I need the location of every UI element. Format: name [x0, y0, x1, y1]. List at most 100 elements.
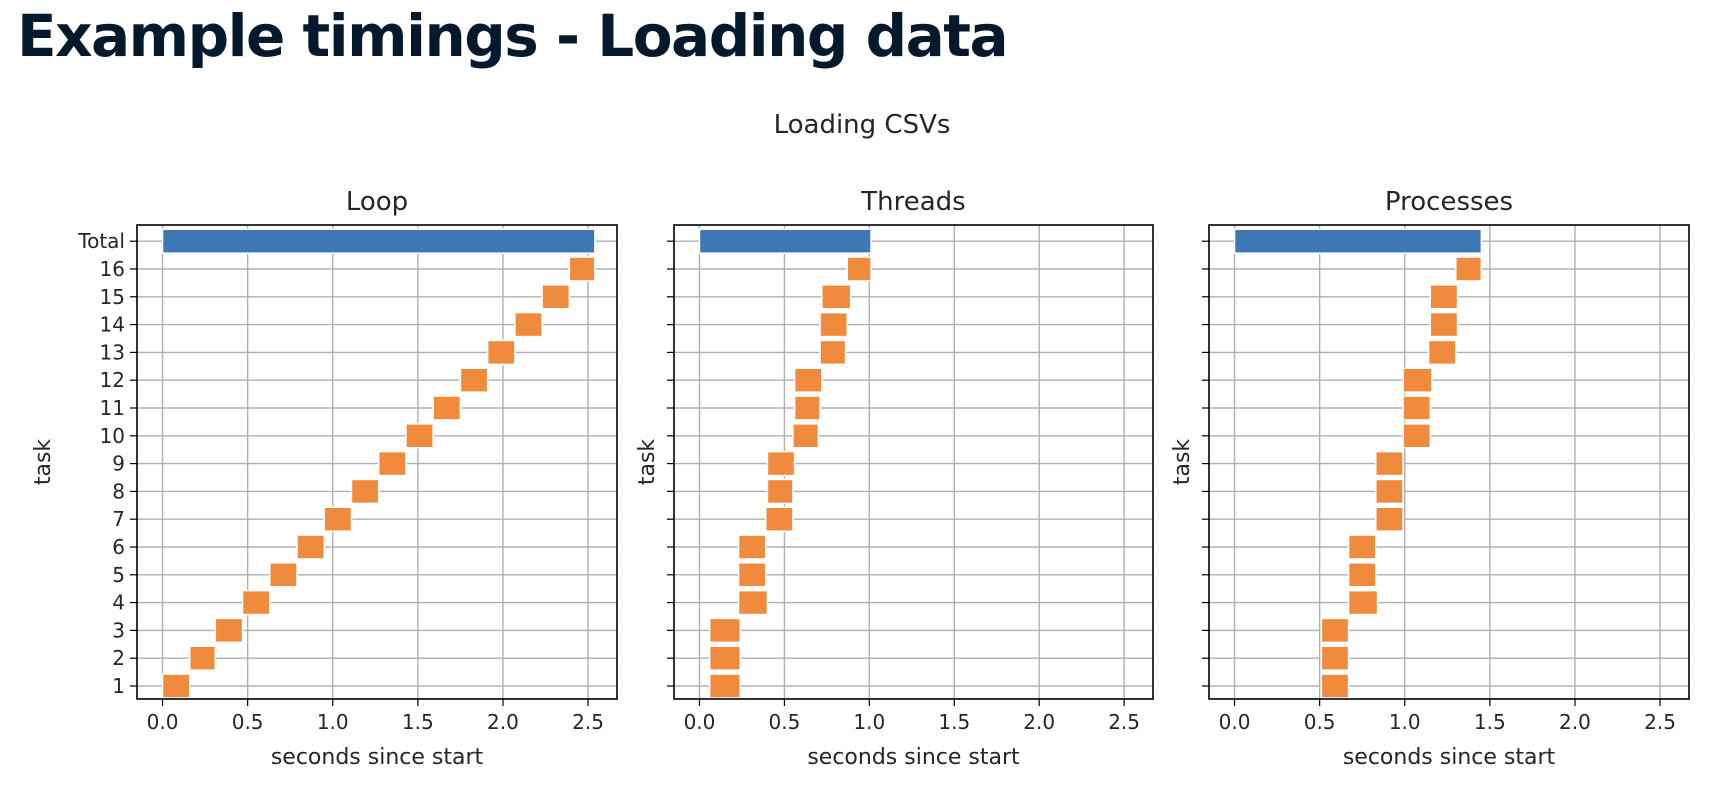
task-bar-8 — [1375, 478, 1404, 505]
x-axis-label: seconds since start — [1343, 745, 1556, 770]
x-tick-label: 0.0 — [684, 710, 716, 734]
y-tick-label: 13 — [100, 340, 125, 364]
panel-title: Threads — [860, 187, 965, 217]
x-tick-label: 1.0 — [317, 710, 349, 734]
x-tick-label: 2.0 — [487, 710, 519, 734]
y-tick-label: 7 — [112, 507, 125, 531]
y-axis-label: task — [635, 439, 660, 486]
y-tick-label: 14 — [100, 313, 125, 337]
task-bar-9 — [377, 450, 407, 477]
task-bar-8 — [350, 478, 380, 505]
task-bar-13 — [819, 339, 847, 366]
y-tick-label: 4 — [112, 591, 125, 615]
task-bar-2 — [189, 645, 217, 671]
x-axis-label: seconds since start — [271, 745, 484, 770]
task-bar-13 — [486, 339, 516, 366]
x-tick-label: 1.0 — [1389, 710, 1421, 734]
task-bar-9 — [766, 450, 796, 477]
task-bar-14 — [514, 311, 543, 338]
y-tick-label: 3 — [112, 618, 125, 642]
axes-frame — [136, 224, 618, 700]
x-tick-label: 2.5 — [572, 710, 604, 734]
axes-frame — [673, 224, 1154, 700]
task-bar-11 — [793, 395, 821, 421]
task-bar-14 — [819, 311, 849, 338]
y-tick-label: 9 — [112, 452, 125, 476]
task-bar-12 — [459, 367, 489, 393]
x-tick-label: 2.0 — [1559, 710, 1591, 734]
task-bar-5 — [737, 562, 767, 588]
panel-processes: Processes 0.0 0.5 1.0 1.5 2.0 2.5 seconds since… — [1170, 187, 1690, 770]
y-tick-label: 12 — [100, 368, 125, 392]
y-tick-label: 15 — [100, 285, 125, 309]
task-bar-4 — [737, 589, 769, 616]
x-tick-label: 2.0 — [1023, 710, 1055, 734]
task-bar-14 — [1429, 311, 1459, 338]
task-bar-3 — [1320, 617, 1350, 644]
task-bar-8 — [766, 478, 794, 505]
task-bar-12 — [793, 367, 823, 393]
task-bar-7 — [1375, 506, 1404, 532]
task-bar-3 — [214, 617, 244, 644]
total-bar — [1233, 228, 1483, 254]
task-bar-15 — [1429, 284, 1459, 310]
task-bar-1 — [161, 673, 191, 699]
y-tick-label: 6 — [112, 535, 125, 559]
task-bar-7 — [764, 506, 794, 532]
x-axis-label: seconds since start — [807, 745, 1020, 770]
task-bar-2 — [708, 645, 741, 671]
x-tick-label: 1.0 — [853, 710, 885, 734]
y-tick-label: 8 — [112, 479, 125, 503]
task-bar-2 — [1320, 645, 1350, 671]
axes-frame — [1208, 224, 1690, 700]
x-tick-label: 0.5 — [232, 710, 264, 734]
y-tick-label: Total — [77, 229, 125, 253]
y-tick-label: 5 — [112, 563, 125, 587]
task-bar-16 — [1455, 256, 1483, 282]
task-bar-11 — [432, 395, 462, 421]
y-tick-label: 10 — [100, 424, 125, 448]
x-tick-label: 0.5 — [1304, 710, 1336, 734]
y-tick-label: 16 — [100, 257, 125, 281]
task-bar-15 — [821, 284, 852, 310]
x-tick-label: 1.5 — [402, 710, 434, 734]
task-bar-6 — [296, 534, 325, 560]
task-bar-3 — [708, 617, 741, 644]
x-tick-label: 0.0 — [1219, 710, 1251, 734]
task-bar-4 — [241, 589, 271, 616]
total-bar — [698, 228, 872, 254]
task-bar-6 — [737, 534, 767, 560]
x-tick-label: 2.5 — [1644, 710, 1676, 734]
y-axis-label: task — [31, 439, 56, 486]
task-bar-10 — [792, 423, 820, 449]
task-bar-1 — [708, 673, 741, 699]
page-title: Example timings - Loading data — [17, 2, 1009, 70]
task-bar-15 — [541, 284, 571, 310]
x-tick-label: 0.5 — [769, 710, 801, 734]
x-tick-label: 0.0 — [147, 710, 179, 734]
task-bar-10 — [1402, 423, 1432, 449]
y-tick-label: 1 — [112, 674, 125, 698]
y-axis-label: task — [1170, 439, 1195, 486]
task-bar-10 — [405, 423, 434, 449]
x-tick-label: 1.5 — [1474, 710, 1506, 734]
panel-threads: Threads 0.0 0.5 1.0 1.5 2.0 2.5 seconds since s… — [635, 187, 1154, 770]
total-bar — [161, 228, 596, 254]
task-bar-5 — [269, 562, 298, 588]
y-tick-label: 2 — [112, 646, 125, 670]
task-bar-16 — [846, 256, 872, 282]
task-bar-9 — [1375, 450, 1404, 477]
task-bar-13 — [1427, 339, 1457, 366]
task-bar-6 — [1347, 534, 1377, 560]
x-tick-label: 2.5 — [1108, 710, 1140, 734]
y-tick-label: 11 — [100, 396, 125, 420]
task-bar-5 — [1347, 562, 1377, 588]
task-bar-1 — [1320, 673, 1350, 699]
panel-title: Processes — [1385, 187, 1513, 217]
panel-title: Loop — [346, 187, 408, 217]
task-bar-11 — [1402, 395, 1432, 421]
chart-suptitle: Loading CSVs — [774, 110, 951, 140]
